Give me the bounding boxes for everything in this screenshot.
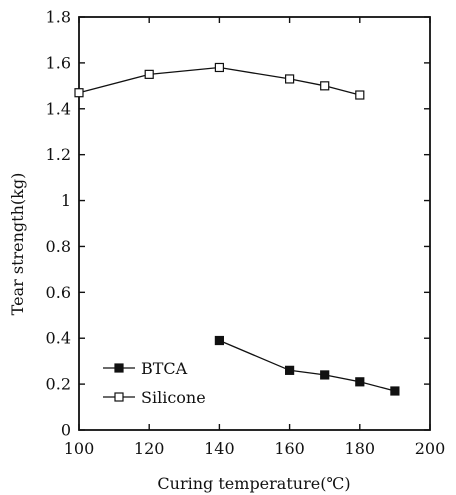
legend-label: BTCA [141, 359, 188, 378]
plot-border [78, 16, 431, 431]
x-tick-label: 160 [274, 439, 305, 458]
x-tick-label: 100 [64, 439, 95, 458]
series-layer [74, 62, 400, 396]
data-point-silicone [214, 62, 224, 73]
series-line-silicone [78, 66, 360, 96]
y-tick-label: 1.6 [46, 53, 71, 72]
data-point-silicone [320, 81, 330, 91]
data-point-btca [285, 365, 295, 375]
y-tick-label: 0 [61, 421, 71, 440]
legend-label: Silicone [141, 388, 206, 407]
x-tick-label: 120 [134, 439, 165, 458]
data-point-btca [214, 335, 224, 346]
data-point-btca [320, 370, 330, 380]
y-tick-label: 0.8 [46, 237, 71, 256]
data-point-silicone [74, 88, 84, 98]
y-tick-label: 0.6 [46, 283, 71, 302]
x-tick-label: 200 [415, 439, 446, 458]
series-line-btca [219, 339, 396, 392]
x-axis: 100 120 140 160 180 200 [64, 17, 446, 458]
data-point-silicone [144, 69, 154, 79]
data-point-btca [390, 386, 400, 396]
x-tick-label: 180 [345, 439, 376, 458]
legend-marker [114, 363, 124, 373]
data-point-btca [355, 377, 365, 387]
y-axis: 0 0.2 0.4 0.6 0.8 1 1.2 1.4 1.6 1.8 [46, 8, 430, 440]
data-point-silicone [355, 90, 365, 100]
legend-marker [114, 392, 124, 402]
y-axis-title: Tear strength(kg) [8, 173, 27, 316]
plot-area [78, 16, 431, 431]
legend-item-silicone: Silicone [103, 388, 206, 407]
y-tick-label: 1.2 [46, 145, 71, 164]
y-tick-label: 1.8 [46, 8, 71, 27]
series-btca [214, 335, 400, 396]
legend: BTCA Silicone [103, 359, 206, 407]
x-axis-title: Curing temperature(℃) [157, 474, 350, 493]
data-point-silicone [285, 74, 295, 84]
y-tick-label: 1.4 [46, 99, 71, 118]
y-tick-label: 1 [61, 191, 71, 210]
x-tick-label: 140 [204, 439, 235, 458]
y-tick-label: 0.4 [46, 329, 71, 348]
legend-item-btca: BTCA [103, 359, 188, 378]
series-silicone [74, 62, 365, 100]
y-tick-label: 0.2 [46, 375, 71, 394]
